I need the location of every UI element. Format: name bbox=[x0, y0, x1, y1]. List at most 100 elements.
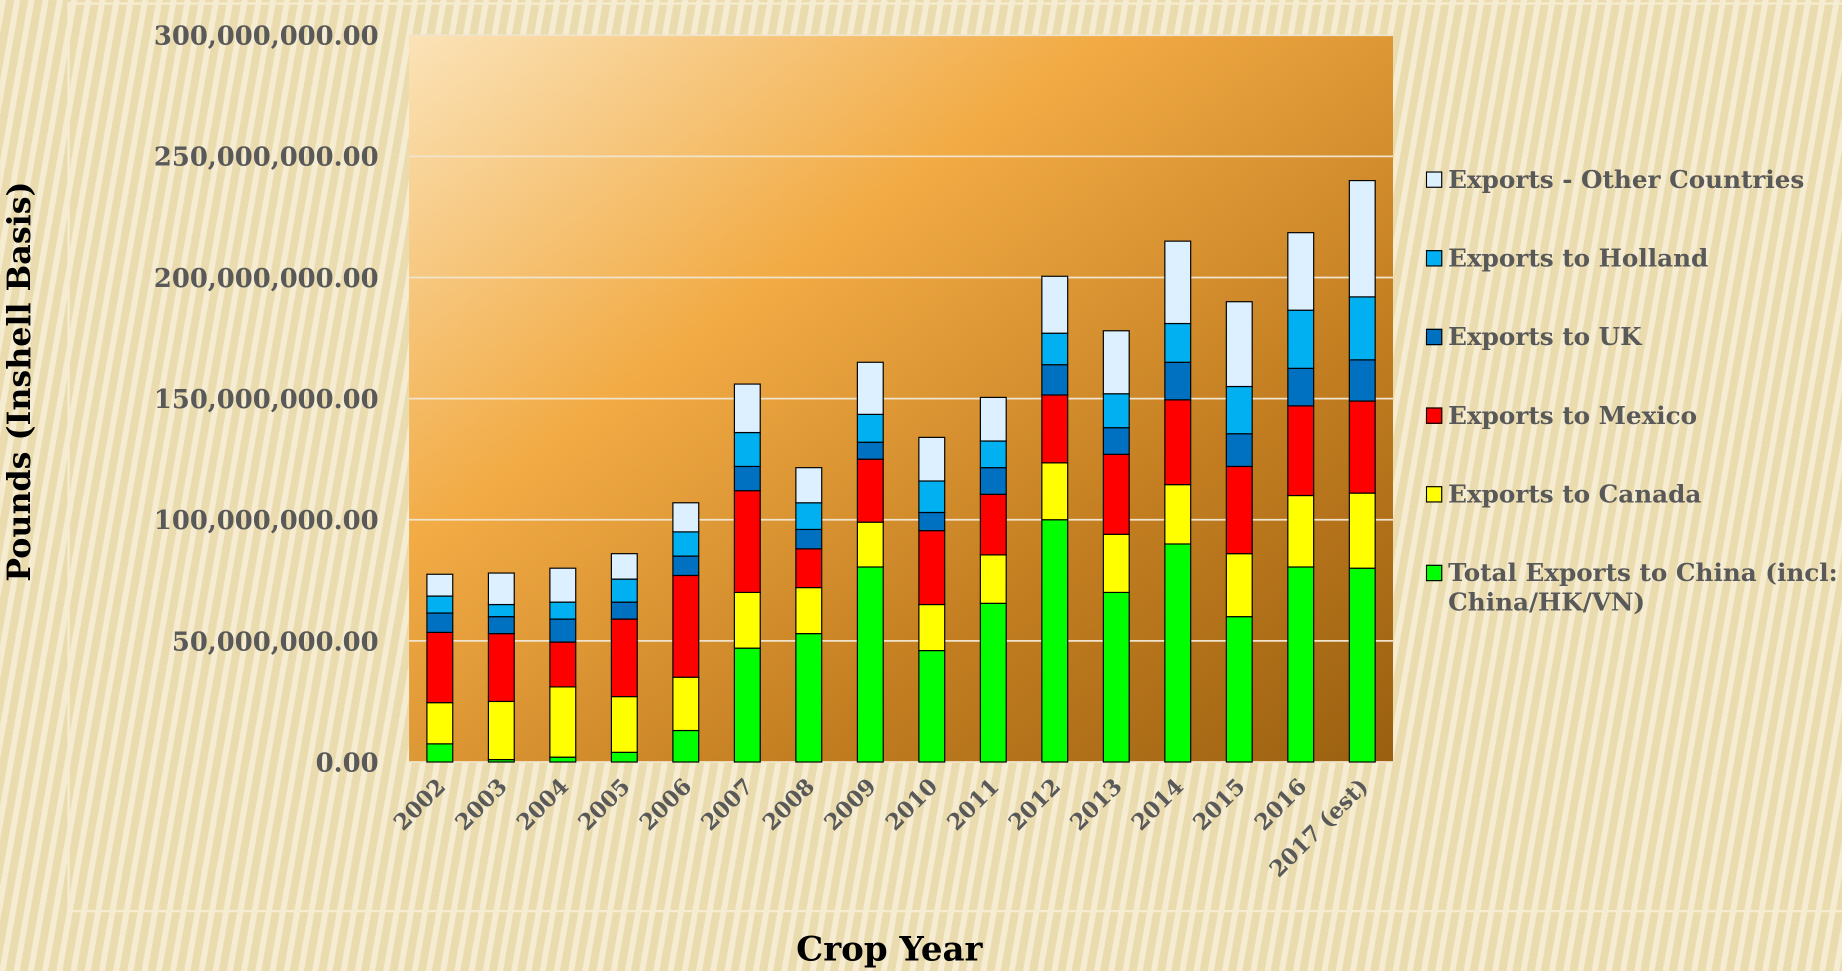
bar-segment bbox=[1348, 400, 1376, 494]
legend-item: Exports to Mexico bbox=[1425, 400, 1842, 430]
y-tick-label: 50,000,000.00 bbox=[172, 627, 379, 657]
bar-segment bbox=[672, 676, 700, 732]
x-tick-label: 2013 bbox=[1065, 774, 1127, 836]
bar-segment bbox=[549, 641, 577, 688]
bar-segment bbox=[856, 566, 884, 763]
bar-segment bbox=[918, 436, 946, 482]
y-tick-label: 100,000,000.00 bbox=[154, 506, 379, 536]
bar-segment bbox=[1164, 240, 1192, 325]
bar-segment bbox=[610, 751, 638, 763]
y-tick-label: 250,000,000.00 bbox=[154, 143, 379, 173]
bar-segment bbox=[795, 467, 823, 504]
bar-segment bbox=[1225, 616, 1253, 763]
bar-segment bbox=[795, 528, 823, 550]
legend-item: Exports to Holland bbox=[1425, 243, 1842, 273]
bar-segment bbox=[1041, 462, 1069, 521]
legend-swatch bbox=[1425, 564, 1443, 582]
bar-segment bbox=[1164, 399, 1192, 486]
bar-segment bbox=[1102, 427, 1130, 455]
bar-segment bbox=[672, 729, 700, 763]
bar-segment bbox=[1348, 567, 1376, 763]
bar-segment bbox=[856, 458, 884, 523]
bar-segment bbox=[1041, 364, 1069, 396]
legend-swatch bbox=[1425, 407, 1443, 424]
bar-segment bbox=[426, 743, 454, 763]
bar-segment bbox=[733, 431, 761, 468]
legend-swatch bbox=[1425, 171, 1443, 188]
bar-segment bbox=[426, 595, 454, 614]
bar-segment bbox=[672, 555, 700, 577]
bar-segment bbox=[1164, 543, 1192, 763]
y-axis-title: Pounds (Inshell Basis) bbox=[1, 181, 38, 581]
bar-segment bbox=[918, 480, 946, 514]
legend: Exports - Other Countries Exports to Holl… bbox=[1425, 164, 1842, 617]
legend-item: Exports to UK bbox=[1425, 321, 1842, 352]
bar-segment bbox=[979, 554, 1007, 604]
bar-segment bbox=[610, 618, 638, 698]
x-tick-label: 2006 bbox=[635, 774, 697, 836]
x-tick-label: 2002 bbox=[389, 774, 451, 836]
bar-segment bbox=[979, 467, 1007, 495]
bar-segment bbox=[979, 396, 1007, 442]
legend-item: Total Exports to China (incl: China/HK/V… bbox=[1425, 557, 1842, 617]
x-axis-title: Crop Year bbox=[796, 929, 983, 969]
bar-segment bbox=[1102, 330, 1130, 395]
bar-segment bbox=[1225, 301, 1253, 388]
legend-label: Total Exports to China (incl: China/HK/V… bbox=[1448, 557, 1838, 617]
bar-segment bbox=[795, 586, 823, 635]
bar-segment bbox=[1287, 405, 1315, 497]
x-tick-label: 2008 bbox=[758, 774, 820, 836]
bar-segment bbox=[549, 567, 577, 603]
bar-segment bbox=[1348, 492, 1376, 569]
legend-label: Exports to Holland bbox=[1448, 243, 1709, 273]
bar-segment bbox=[856, 441, 884, 460]
bar-segment bbox=[487, 572, 515, 606]
bar-segment bbox=[1225, 553, 1253, 618]
bar-segment bbox=[549, 756, 577, 763]
bar-segment bbox=[918, 511, 946, 532]
bar-segment bbox=[979, 440, 1007, 469]
bar-segment bbox=[487, 633, 515, 703]
bar-segment bbox=[1164, 361, 1192, 401]
bar-segment bbox=[733, 490, 761, 594]
bar-segment bbox=[795, 633, 823, 763]
bar-segment bbox=[1041, 332, 1069, 366]
chart-border bbox=[67, 2, 1842, 913]
bar-segment bbox=[1225, 465, 1253, 555]
bar-segment bbox=[672, 502, 700, 533]
bar-segment bbox=[733, 647, 761, 763]
x-tick-label: 2015 bbox=[1188, 774, 1250, 836]
bar-segment bbox=[549, 686, 577, 758]
bar-segment bbox=[1287, 494, 1315, 568]
x-tick-label: 2012 bbox=[1004, 774, 1066, 836]
bar-segment bbox=[426, 612, 454, 633]
legend-label: Exports to UK bbox=[1448, 321, 1642, 352]
x-tick-label: 2011 bbox=[942, 774, 1004, 836]
x-tick-label: 2005 bbox=[573, 774, 635, 836]
x-tick-label: 2007 bbox=[696, 774, 758, 836]
bar-segment bbox=[1348, 179, 1376, 298]
legend-swatch bbox=[1425, 250, 1443, 267]
x-tick-label: 2004 bbox=[512, 774, 574, 836]
legend-swatch bbox=[1425, 486, 1443, 503]
y-tick-label: 300,000,000.00 bbox=[154, 22, 379, 52]
legend-item: Exports - Other Countries bbox=[1425, 164, 1842, 194]
bar-segment bbox=[610, 578, 638, 603]
bar-segment bbox=[979, 602, 1007, 763]
bar-segment bbox=[1225, 433, 1253, 468]
bar-segment bbox=[1348, 296, 1376, 361]
bar-segment bbox=[1287, 309, 1315, 369]
bar-segment bbox=[672, 574, 700, 678]
bar-segment bbox=[856, 521, 884, 568]
bar-segment bbox=[856, 413, 884, 443]
bar-segment bbox=[733, 465, 761, 492]
bar-segment bbox=[918, 603, 946, 652]
bar-segment bbox=[426, 702, 454, 745]
bar-segment bbox=[1287, 566, 1315, 763]
bar-segment bbox=[487, 700, 515, 761]
bar-segment bbox=[1287, 232, 1315, 311]
bar-segment bbox=[487, 603, 515, 618]
legend-label: Exports - Other Countries bbox=[1448, 164, 1805, 194]
bar-segment bbox=[1348, 359, 1376, 402]
